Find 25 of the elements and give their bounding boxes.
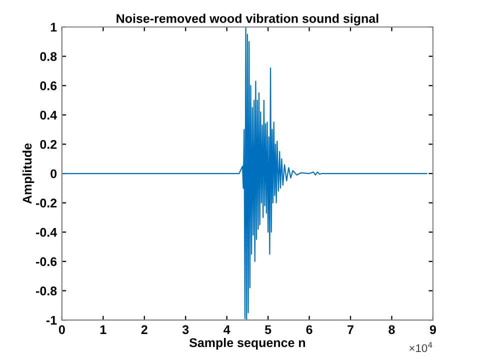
y-tick-label: -0.8 (36, 286, 57, 296)
y-tick-label: 0.2 (40, 140, 57, 149)
x-tick-label: 2 (141, 325, 148, 334)
y-tick-label: -0.6 (36, 257, 57, 266)
y-tick-label: 0.4 (40, 110, 57, 120)
y-tick-label: -0.2 (36, 198, 57, 208)
x-tick-label: 5 (264, 325, 272, 334)
x-tick-label: 3 (182, 325, 189, 334)
x-tick-label: 0 (58, 325, 65, 334)
y-tick-label: 0 (50, 169, 57, 178)
x-tick-label: 8 (388, 325, 395, 334)
y-axis-title: Amplitude (22, 143, 34, 204)
x-tick-label: 1 (100, 325, 106, 334)
x-axis-title: Sample sequence n (189, 338, 306, 350)
x-tick-label: 4 (224, 325, 230, 334)
chart-title: Noise-removed wood vibration sound signal (116, 14, 378, 26)
x-tick-label: 9 (430, 325, 436, 334)
y-tick-label: -1 (46, 316, 57, 325)
x-tick-label: 6 (306, 325, 312, 334)
x-tick-label: 7 (348, 325, 354, 334)
y-tick-label: 1 (50, 22, 57, 32)
y-tick-label: 0.6 (40, 81, 57, 90)
y-tick-label: 0.8 (40, 52, 57, 61)
text: ×10$^{4}$ (410, 342, 432, 352)
y-tick-label: -0.4 (36, 228, 57, 237)
